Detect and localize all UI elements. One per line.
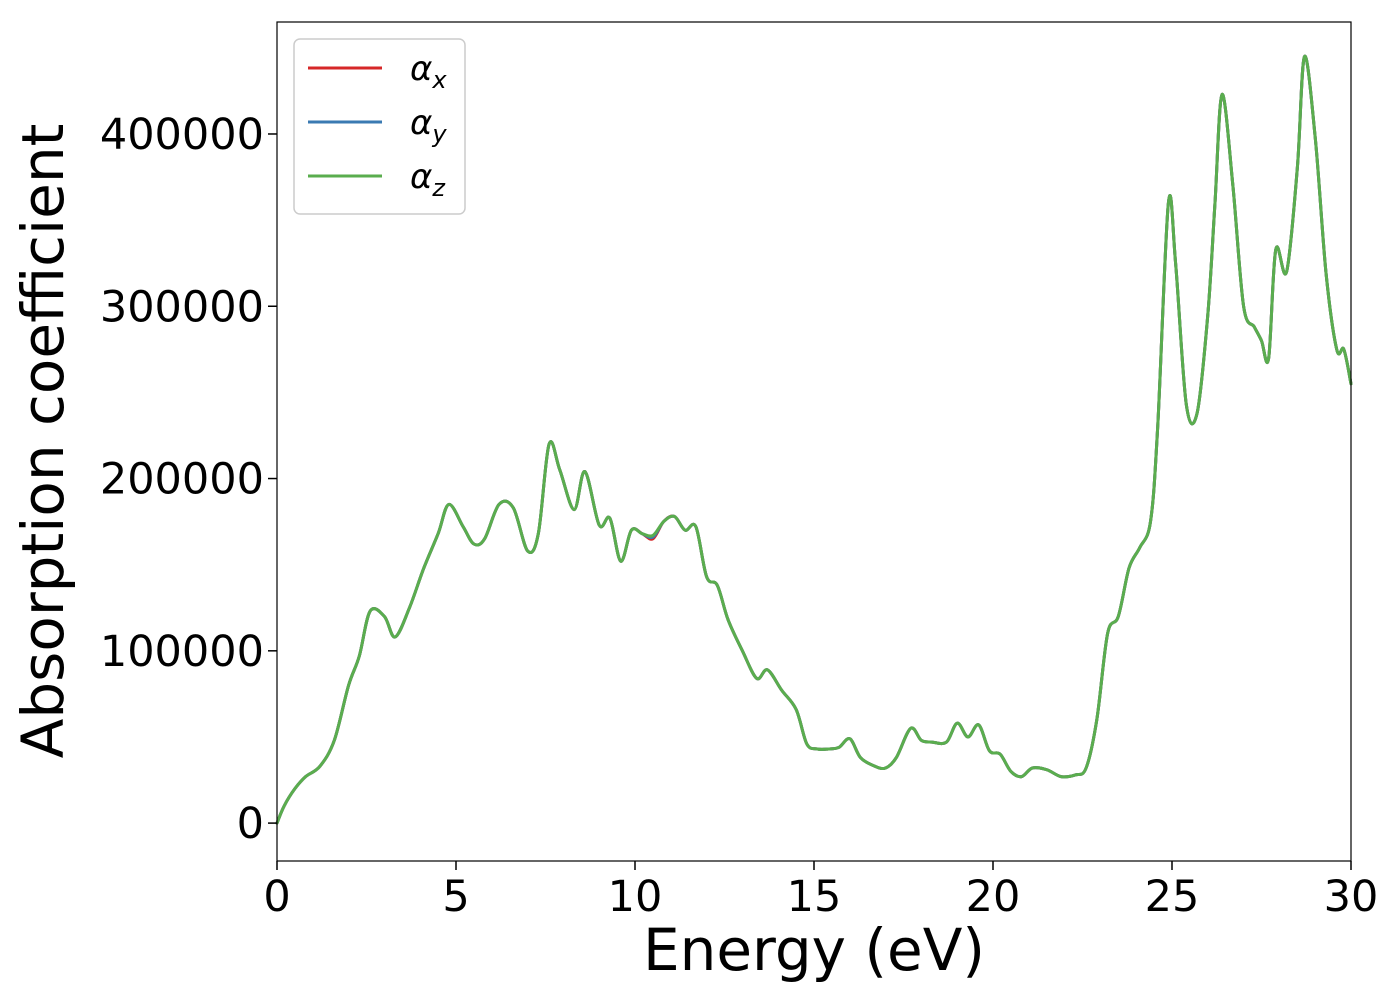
plot-area — [275, 21, 1353, 862]
x-tick-label: 20 — [966, 872, 1021, 922]
y-axis: 0 100000 200000 300000 400000 — [100, 110, 277, 849]
x-tick-label: 15 — [787, 872, 842, 922]
legend-label-x: αx — [410, 49, 447, 94]
legend-label-z: αz — [410, 157, 446, 202]
y-tick-label: 200000 — [100, 455, 264, 505]
series-line-z — [275, 54, 1353, 825]
legend: αx αy αz — [293, 38, 466, 215]
legend-box — [293, 38, 466, 215]
legend-label-y: αy — [410, 103, 447, 148]
x-tick-label: 5 — [442, 872, 469, 922]
x-tick-label: 0 — [263, 872, 290, 922]
series-layer — [275, 54, 1353, 825]
y-axis-label: Absorption coefficient — [9, 124, 77, 759]
y-tick-label: 0 — [237, 799, 264, 849]
x-axis-label: Energy (eV) — [643, 916, 985, 984]
x-axis: 0 5 10 15 20 25 30 — [263, 861, 1378, 922]
x-tick-label: 10 — [608, 872, 663, 922]
y-tick-label: 100000 — [100, 627, 264, 677]
x-tick-label: 25 — [1145, 872, 1200, 922]
x-tick-label: 30 — [1324, 872, 1379, 922]
y-tick-label: 300000 — [100, 282, 264, 332]
y-tick-label: 400000 — [100, 110, 264, 160]
